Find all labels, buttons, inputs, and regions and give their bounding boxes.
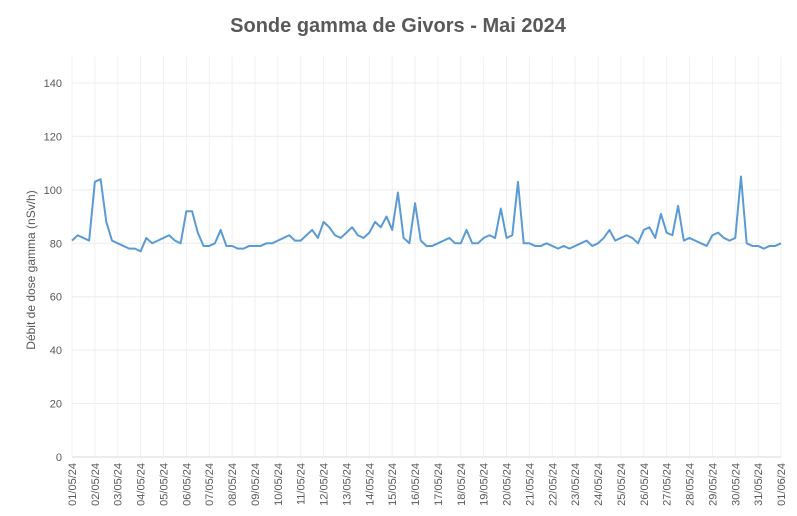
x-tick-label: 20/05/24 xyxy=(502,463,514,506)
x-tick-label: 01/05/24 xyxy=(67,463,79,506)
y-tick-label: 60 xyxy=(50,292,62,304)
x-tick-label: 30/05/24 xyxy=(730,463,742,506)
x-tick-label: 14/05/24 xyxy=(364,463,376,506)
x-tick-label: 09/05/24 xyxy=(250,463,262,506)
x-tick-label: 04/05/24 xyxy=(136,463,148,506)
x-tick-label: 26/05/24 xyxy=(639,463,651,506)
y-tick-label: 120 xyxy=(44,131,62,143)
y-tick-label: 100 xyxy=(44,185,62,197)
x-tick-label: 24/05/24 xyxy=(593,463,605,506)
y-tick-label: 40 xyxy=(50,345,62,357)
x-tick-label: 05/05/24 xyxy=(158,463,170,506)
x-tick-label: 01/06/24 xyxy=(776,463,788,506)
x-tick-label: 18/05/24 xyxy=(456,463,468,506)
x-tick-label: 12/05/24 xyxy=(319,463,331,506)
chart-title: Sonde gamma de Givors - Mai 2024 xyxy=(230,15,567,37)
x-tick-label: 23/05/24 xyxy=(570,463,582,506)
x-tick-label: 16/05/24 xyxy=(410,463,422,506)
x-tick-label: 10/05/24 xyxy=(273,463,285,506)
data-line xyxy=(71,175,782,253)
x-tick-label: 07/05/24 xyxy=(204,463,216,506)
x-tick-label: 28/05/24 xyxy=(685,463,697,506)
x-tick-label: 11/05/24 xyxy=(296,463,308,505)
x-tick-label: 22/05/24 xyxy=(547,463,559,506)
x-tick-label: 03/05/24 xyxy=(113,463,125,506)
x-tick-label: 21/05/24 xyxy=(524,463,536,506)
x-tick-label: 27/05/24 xyxy=(662,463,674,506)
x-tick-label: 29/05/24 xyxy=(707,463,719,506)
x-tick-label: 13/05/24 xyxy=(341,463,353,506)
x-tick-label: 19/05/24 xyxy=(479,463,491,506)
x-tick-label: 15/05/24 xyxy=(387,463,399,506)
x-tick-label: 06/05/24 xyxy=(181,463,193,506)
y-tick-label: 20 xyxy=(50,399,62,411)
x-tick-label: 31/05/24 xyxy=(753,463,765,506)
x-tick-label: 25/05/24 xyxy=(616,463,628,506)
x-tick-label: 02/05/24 xyxy=(90,463,102,506)
y-tick-label: 80 xyxy=(50,238,62,250)
y-tick-label: 140 xyxy=(44,78,62,90)
y-axis-label: Débit de dose gamma (nSv/h) xyxy=(24,190,38,349)
x-tick-label: 17/05/24 xyxy=(433,463,445,506)
x-tick-label: 08/05/24 xyxy=(227,463,239,506)
y-tick-label: 0 xyxy=(56,452,62,464)
